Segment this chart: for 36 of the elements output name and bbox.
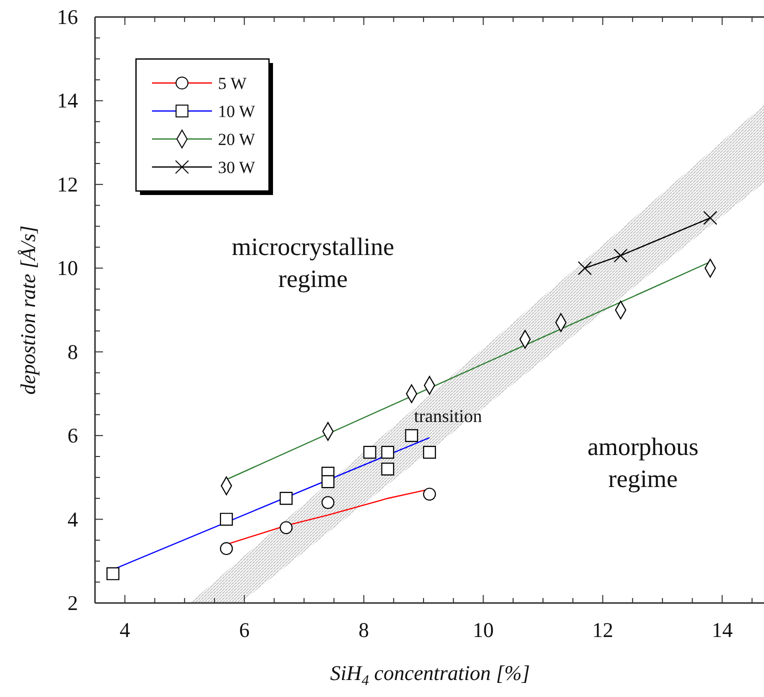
y-tick-label: 4: [68, 507, 78, 532]
point: [703, 210, 718, 225]
y-tick-label: 14: [57, 88, 78, 113]
legend-label: 5 W: [218, 74, 248, 93]
point: [363, 446, 376, 459]
x-axis-title: SiH$_{4}$ concentration [%]: [330, 661, 530, 688]
point: [381, 446, 394, 459]
x-tick-label: 10: [472, 618, 494, 642]
x-tick-label: 14: [712, 618, 734, 642]
point: [321, 496, 334, 509]
y-tick-label: 8: [68, 340, 78, 364]
point: [405, 429, 418, 442]
y-tick-label: 16: [57, 5, 78, 29]
x-tick-label: 6: [239, 618, 250, 642]
point: [280, 521, 293, 534]
y-axis-title: depostion rate [Å/s]: [16, 225, 40, 395]
y-tick-label: 10: [57, 256, 78, 280]
x-tick-label: 12: [592, 618, 614, 642]
y-tick-label: 12: [57, 172, 78, 196]
x-tick-label: 8: [358, 618, 370, 642]
annotation: microcrystalline regime: [232, 234, 394, 293]
point: [578, 261, 592, 276]
point: [321, 475, 334, 488]
y-tick-label: 6: [68, 424, 78, 448]
point: [423, 446, 436, 459]
point: [614, 248, 628, 263]
point: [220, 512, 233, 526]
y-tick-label: 2: [68, 591, 78, 615]
legend-label: 20 W: [218, 130, 256, 149]
annotation: amorphous regime: [587, 434, 699, 493]
x-tick-label: 4: [120, 618, 131, 642]
legend-label: 10 W: [218, 102, 256, 121]
legend-label: 30 W: [218, 158, 256, 177]
point: [381, 462, 394, 476]
annotation: transition: [414, 406, 482, 426]
point: [280, 492, 293, 505]
